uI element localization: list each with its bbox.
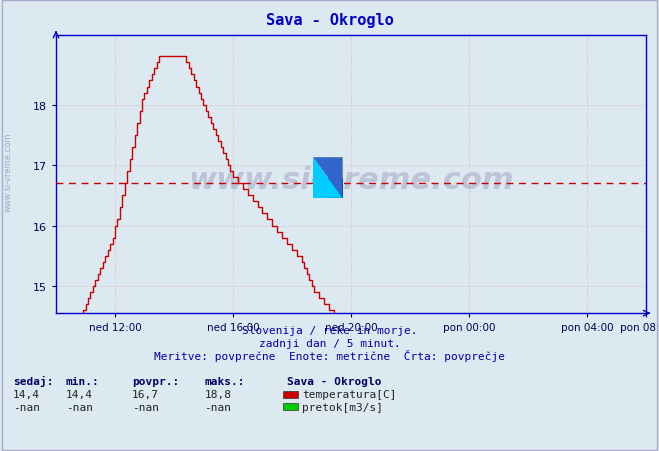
Text: 14,4: 14,4 <box>66 390 93 400</box>
Text: Sava - Okroglo: Sava - Okroglo <box>266 13 393 28</box>
Text: 16,7: 16,7 <box>132 390 159 400</box>
Bar <box>328 178 343 198</box>
Text: 18,8: 18,8 <box>204 390 231 400</box>
Text: Meritve: povprečne  Enote: metrične  Črta: povprečje: Meritve: povprečne Enote: metrične Črta:… <box>154 350 505 361</box>
Text: povpr.:: povpr.: <box>132 376 179 386</box>
Polygon shape <box>313 158 343 198</box>
Text: Slovenija / reke in morje.: Slovenija / reke in morje. <box>242 325 417 335</box>
Text: -nan: -nan <box>204 402 231 412</box>
Text: min.:: min.: <box>66 376 100 386</box>
Text: maks.:: maks.: <box>204 376 244 386</box>
Text: zadnji dan / 5 minut.: zadnji dan / 5 minut. <box>258 338 401 348</box>
Text: -nan: -nan <box>66 402 93 412</box>
Text: sedaj:: sedaj: <box>13 376 53 387</box>
Text: 14,4: 14,4 <box>13 390 40 400</box>
Text: -nan: -nan <box>13 402 40 412</box>
Bar <box>313 178 328 198</box>
Text: www.si-vreme.com: www.si-vreme.com <box>3 132 13 211</box>
Text: www.si-vreme.com: www.si-vreme.com <box>188 166 514 195</box>
Text: Sava - Okroglo: Sava - Okroglo <box>287 376 381 386</box>
Text: -nan: -nan <box>132 402 159 412</box>
Text: temperatura[C]: temperatura[C] <box>302 390 396 400</box>
Bar <box>328 158 343 178</box>
Bar <box>313 158 328 178</box>
Text: pretok[m3/s]: pretok[m3/s] <box>302 402 383 412</box>
Polygon shape <box>313 158 343 198</box>
